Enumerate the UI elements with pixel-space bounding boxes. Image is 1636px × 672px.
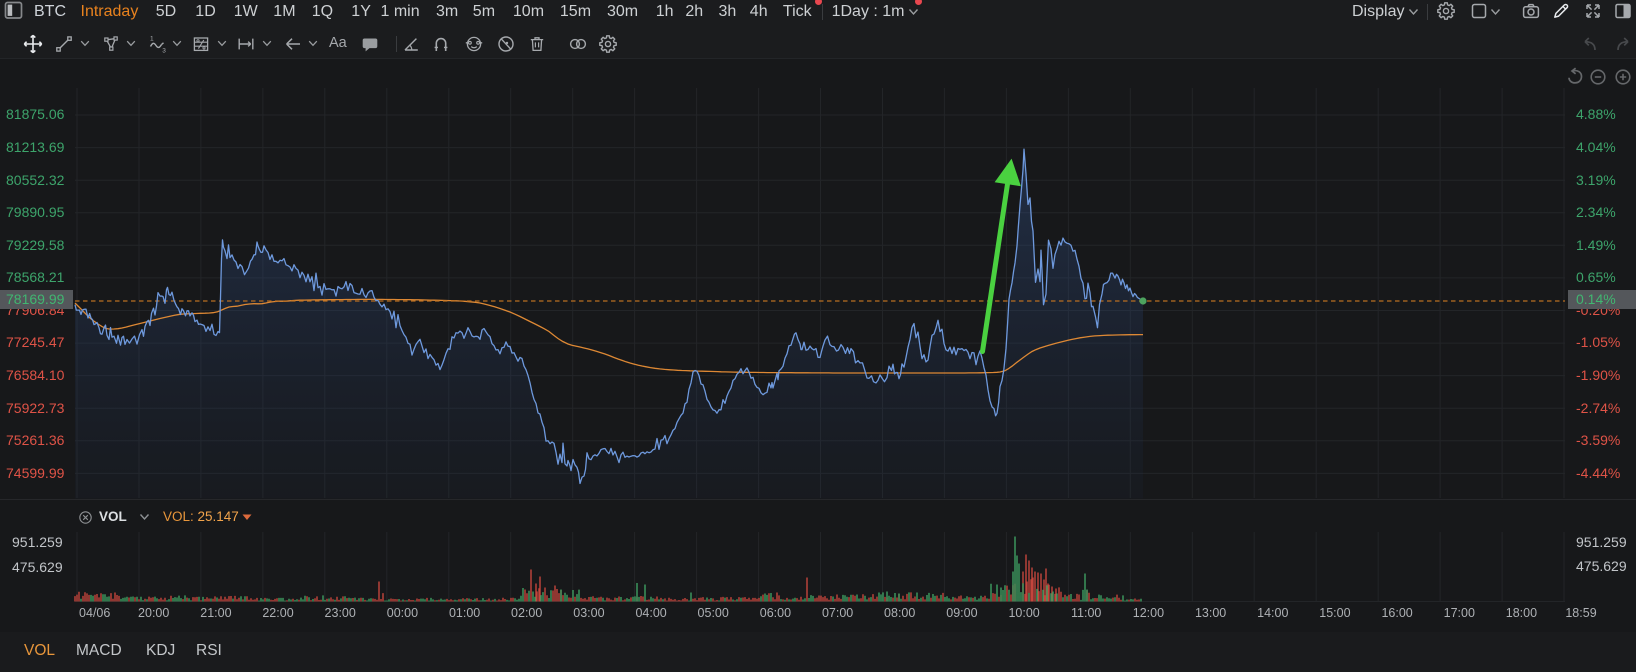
svg-text:3: 3: [162, 48, 166, 55]
svg-text:1: 1: [150, 36, 154, 43]
